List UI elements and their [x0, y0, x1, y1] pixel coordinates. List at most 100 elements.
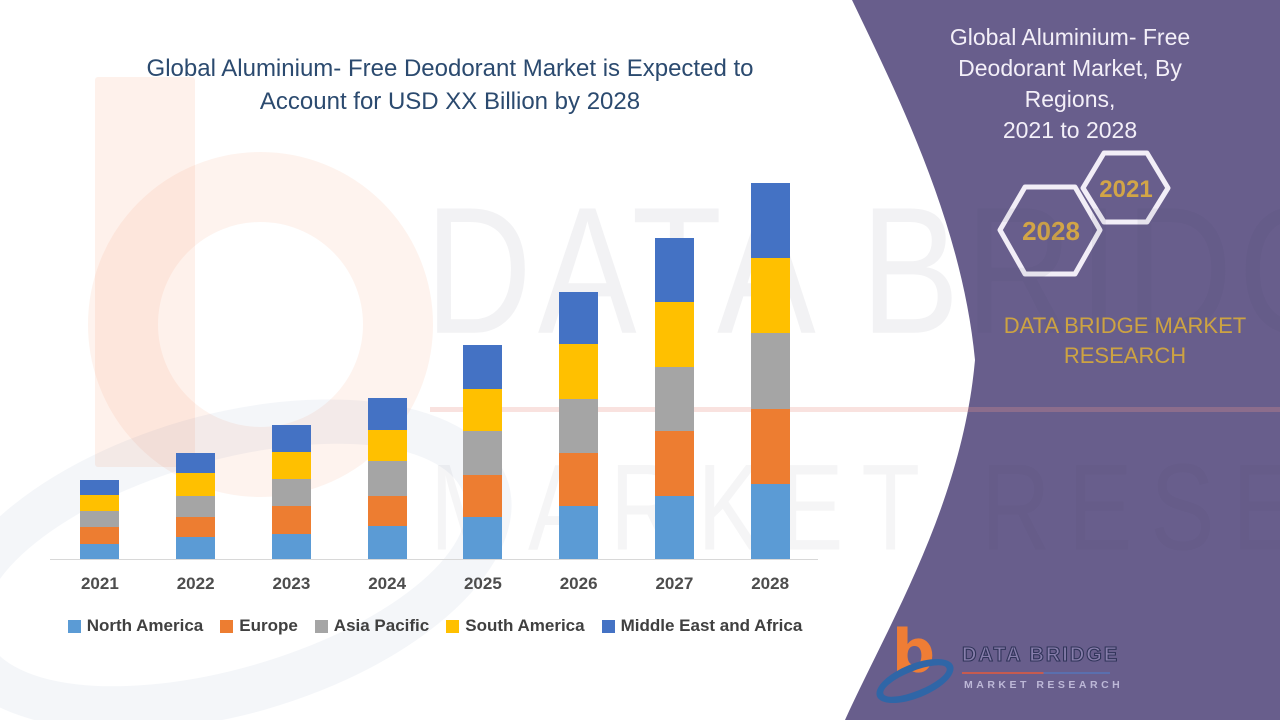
legend: North America Europe Asia Pacific South Ame… — [52, 616, 818, 636]
hexagon-2028-label: 2028 — [1022, 216, 1080, 246]
legend-label: Asia Pacific — [333, 616, 430, 635]
segment-north-america-2027 — [654, 496, 694, 559]
chart-title-line1: Global Aluminium- Free Deodorant Market … — [146, 55, 754, 82]
chart-title: Global Aluminium- Free Deodorant Market … — [80, 52, 820, 118]
stacked-bar-2026 — [559, 292, 599, 559]
segment-middle-east-and-africa-2024 — [367, 398, 407, 430]
x-axis-label-2023: 2023 — [272, 574, 311, 593]
stacked-bar-2025 — [463, 345, 503, 559]
legend-item-north-america: North America — [67, 616, 204, 636]
segment-europe-2021 — [80, 527, 120, 544]
segment-north-america-2022 — [176, 537, 216, 559]
segment-north-america-2024 — [367, 526, 407, 559]
bar-slot-2023 — [244, 183, 340, 559]
segment-north-america-2023 — [271, 534, 311, 559]
bar-slot-2024 — [339, 183, 435, 559]
segment-europe-2025 — [463, 475, 503, 517]
stacked-bar-2023 — [271, 425, 311, 559]
x-axis-label-2021: 2021 — [80, 574, 119, 593]
purple-panel-shape — [845, 0, 1280, 720]
segment-asia-pacific-2022 — [176, 496, 216, 517]
footer-logo-divider — [962, 672, 1110, 674]
panel-title-line1: Global Aluminium- Free — [949, 24, 1191, 50]
legend-label: North America — [86, 616, 204, 635]
segment-south-america-2021 — [80, 495, 120, 511]
hexagon-2021-label: 2021 — [1099, 176, 1152, 203]
x-axis-label-2022: 2022 — [176, 574, 215, 593]
segment-north-america-2026 — [559, 506, 599, 559]
segment-north-america-2025 — [463, 517, 503, 559]
x-axis-label-2025: 2025 — [463, 574, 502, 593]
segment-europe-2028 — [750, 409, 790, 484]
legend-swatch-icon — [67, 619, 81, 633]
stacked-bar-2024 — [367, 398, 407, 559]
bar-slot-2021 — [52, 183, 148, 559]
logo-b-icon: b — [892, 617, 935, 687]
segment-europe-2023 — [271, 506, 311, 534]
legend-label: Europe — [239, 616, 298, 635]
hexagon-2028 — [997, 184, 1103, 277]
legend-swatch-icon — [220, 619, 234, 633]
segment-asia-pacific-2025 — [463, 431, 503, 475]
bar-slot-2028 — [722, 183, 818, 559]
x-axis-label-2027: 2027 — [655, 574, 694, 593]
plot-area — [52, 183, 818, 559]
legend-item-south-america: South America — [446, 616, 585, 636]
chart-title-line2: Account for USD XX Billion by 2028 — [259, 88, 641, 115]
hexagon-2021 — [1080, 150, 1171, 225]
segment-middle-east-and-africa-2027 — [654, 238, 694, 302]
stacked-bar-2021 — [80, 480, 120, 559]
segment-europe-2026 — [559, 453, 599, 506]
x-axis-label-2026: 2026 — [559, 574, 598, 593]
segment-europe-2022 — [176, 517, 216, 537]
brand-name-line1: DATA BRIDGE MARKET — [1003, 313, 1247, 338]
panel-title-line2: Deodorant Market, By Regions, — [958, 55, 1182, 112]
segment-asia-pacific-2024 — [367, 461, 407, 496]
segment-asia-pacific-2021 — [80, 511, 120, 527]
bar-slot-2022 — [148, 183, 244, 559]
panel-title-line3: 2021 to 2028 — [1002, 117, 1138, 143]
stacked-bar-2028 — [750, 183, 790, 559]
segment-north-america-2028 — [750, 484, 790, 559]
footer-logo-name: DATA BRIDGE — [961, 643, 1120, 666]
segment-middle-east-and-africa-2026 — [559, 292, 599, 344]
segment-south-america-2022 — [176, 473, 216, 496]
segment-middle-east-and-africa-2021 — [80, 480, 120, 495]
footer-logo: b DATA BRIDGE MARKET RESEARCH — [870, 620, 1140, 715]
legend-swatch-icon — [446, 619, 460, 633]
footer-logo-subtitle: MARKET RESEARCH — [964, 679, 1124, 691]
legend-item-middle-east-and-africa: Middle East and Africa — [601, 616, 803, 636]
bar-slot-2025 — [435, 183, 531, 559]
bar-slot-2026 — [531, 183, 627, 559]
segment-asia-pacific-2027 — [654, 367, 694, 431]
segment-asia-pacific-2023 — [271, 479, 311, 506]
x-axis-labels: 2021 2022 2023 2024 2025 2026 2027 2028 — [52, 574, 818, 594]
segment-asia-pacific-2028 — [750, 333, 790, 409]
segment-south-america-2024 — [367, 430, 407, 461]
segment-north-america-2021 — [80, 544, 120, 559]
segment-south-america-2025 — [463, 389, 503, 431]
segment-south-america-2028 — [750, 258, 790, 333]
brand-name-line2: RESEARCH — [1063, 343, 1187, 368]
legend-item-europe: Europe — [220, 616, 298, 636]
legend-label: Middle East and Africa — [620, 616, 803, 635]
segment-middle-east-and-africa-2028 — [750, 183, 790, 258]
segment-middle-east-and-africa-2023 — [271, 425, 311, 452]
x-axis-label-2028: 2028 — [751, 574, 790, 593]
stacked-bar-2022 — [176, 453, 216, 559]
legend-label: South America — [465, 616, 585, 635]
x-axis-label-2024: 2024 — [368, 574, 407, 593]
segment-middle-east-and-africa-2022 — [176, 453, 216, 473]
segment-europe-2024 — [367, 496, 407, 526]
legend-item-asia-pacific: Asia Pacific — [314, 616, 430, 636]
legend-swatch-icon — [601, 619, 615, 633]
bar-slot-2027 — [627, 183, 723, 559]
segment-europe-2027 — [654, 431, 694, 496]
brand-name-text: DATA BRIDGE MARKET RESEARCH — [990, 311, 1260, 371]
segment-middle-east-and-africa-2025 — [463, 345, 503, 389]
watermark-underline — [430, 407, 1280, 412]
segment-south-america-2027 — [654, 302, 694, 367]
legend-swatch-icon — [314, 619, 328, 633]
